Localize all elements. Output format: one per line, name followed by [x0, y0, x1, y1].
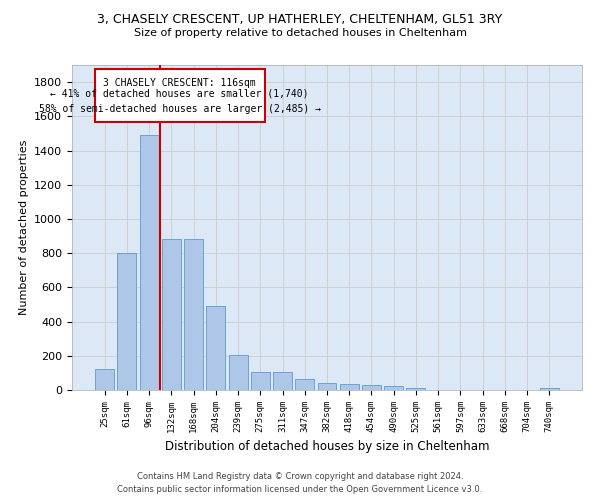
Bar — [162, 240, 181, 390]
Bar — [206, 306, 225, 390]
Bar — [362, 385, 381, 390]
Text: 58% of semi-detached houses are larger (2,485) →: 58% of semi-detached houses are larger (… — [38, 104, 320, 114]
X-axis label: Distribution of detached houses by size in Cheltenham: Distribution of detached houses by size … — [165, 440, 489, 454]
Y-axis label: Number of detached properties: Number of detached properties — [19, 140, 29, 315]
Bar — [340, 384, 359, 390]
FancyBboxPatch shape — [95, 70, 265, 122]
Bar — [251, 372, 270, 390]
Bar — [384, 386, 403, 390]
Bar — [540, 388, 559, 390]
Bar — [317, 383, 337, 390]
Text: 3 CHASELY CRESCENT: 116sqm: 3 CHASELY CRESCENT: 116sqm — [103, 78, 256, 88]
Bar — [273, 372, 292, 390]
Text: Contains HM Land Registry data © Crown copyright and database right 2024.
Contai: Contains HM Land Registry data © Crown c… — [118, 472, 482, 494]
Text: Size of property relative to detached houses in Cheltenham: Size of property relative to detached ho… — [133, 28, 467, 38]
Text: ← 41% of detached houses are smaller (1,740): ← 41% of detached houses are smaller (1,… — [50, 88, 309, 98]
Bar — [229, 355, 248, 390]
Bar — [406, 388, 425, 390]
Bar — [118, 253, 136, 390]
Bar — [95, 368, 114, 390]
Bar — [140, 135, 158, 390]
Text: 3, CHASELY CRESCENT, UP HATHERLEY, CHELTENHAM, GL51 3RY: 3, CHASELY CRESCENT, UP HATHERLEY, CHELT… — [97, 12, 503, 26]
Bar — [184, 240, 203, 390]
Bar — [295, 379, 314, 390]
